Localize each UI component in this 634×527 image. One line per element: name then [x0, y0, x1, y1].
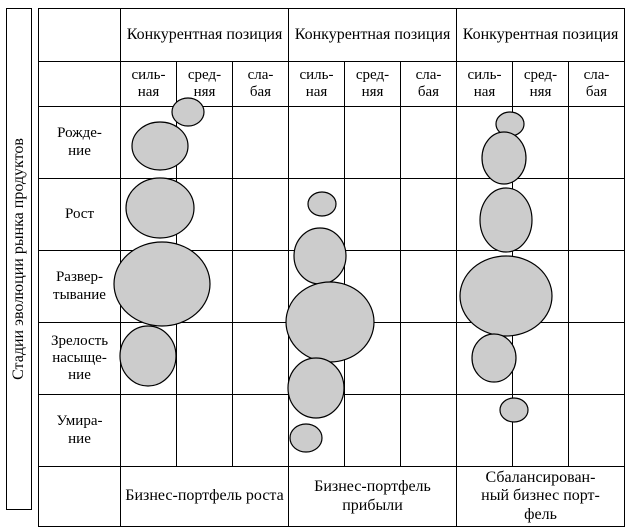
stage-birth: Рожде-ние [39, 107, 121, 179]
footer-3: Сбалансирован-ный бизнес порт-фель [457, 467, 625, 527]
table-row: Развер-тывание [39, 251, 625, 323]
group-header-2: Конкурентная позиция [289, 9, 457, 62]
y-axis-label-box: Стадии эволюции рынка продуктов [6, 8, 32, 510]
footer-1: Бизнес-портфель роста [121, 467, 289, 527]
stage-growth: Рост [39, 179, 121, 251]
subheader-blank [39, 62, 121, 107]
y-axis-label: Стадии эволюции рынка продуктов [10, 138, 28, 380]
table-row: Рожде-ние [39, 107, 625, 179]
group-header-3: Конкурентная позиция [457, 9, 625, 62]
group-header-1: Конкурентная позиция [121, 9, 289, 62]
sub-1-medium: сред-няя [177, 62, 233, 107]
matrix-body: Рожде-ние Рост Развер-тывание Зрелость н… [39, 107, 625, 527]
product-evolution-matrix: Конкурентная позиция Конкурентная позици… [38, 8, 625, 527]
stage-decline: Умира-ние [39, 395, 121, 467]
sub-3-strong: силь-ная [457, 62, 513, 107]
corner-blank [39, 9, 121, 62]
matrix-header: Конкурентная позиция Конкурентная позици… [39, 9, 625, 107]
sub-2-weak: сла-бая [401, 62, 457, 107]
figure-root: { "y_axis_label": "Стадии эволюции рынка… [0, 0, 634, 522]
sub-2-strong: силь-ная [289, 62, 345, 107]
stage-deploy: Развер-тывание [39, 251, 121, 323]
table-row: Рост [39, 179, 625, 251]
table-row: Зрелость насыще-ние [39, 323, 625, 395]
footer-row: Бизнес-портфель роста Бизнес-портфель пр… [39, 467, 625, 527]
sub-3-weak: сла-бая [569, 62, 625, 107]
footer-2: Бизнес-портфель прибыли [289, 467, 457, 527]
table-row: Умира-ние [39, 395, 625, 467]
sub-1-strong: силь-ная [121, 62, 177, 107]
sub-2-medium: сред-няя [345, 62, 401, 107]
sub-3-medium: сред-няя [513, 62, 569, 107]
sub-1-weak: сла-бая [233, 62, 289, 107]
stage-mature: Зрелость насыще-ние [39, 323, 121, 395]
footer-blank [39, 467, 121, 527]
